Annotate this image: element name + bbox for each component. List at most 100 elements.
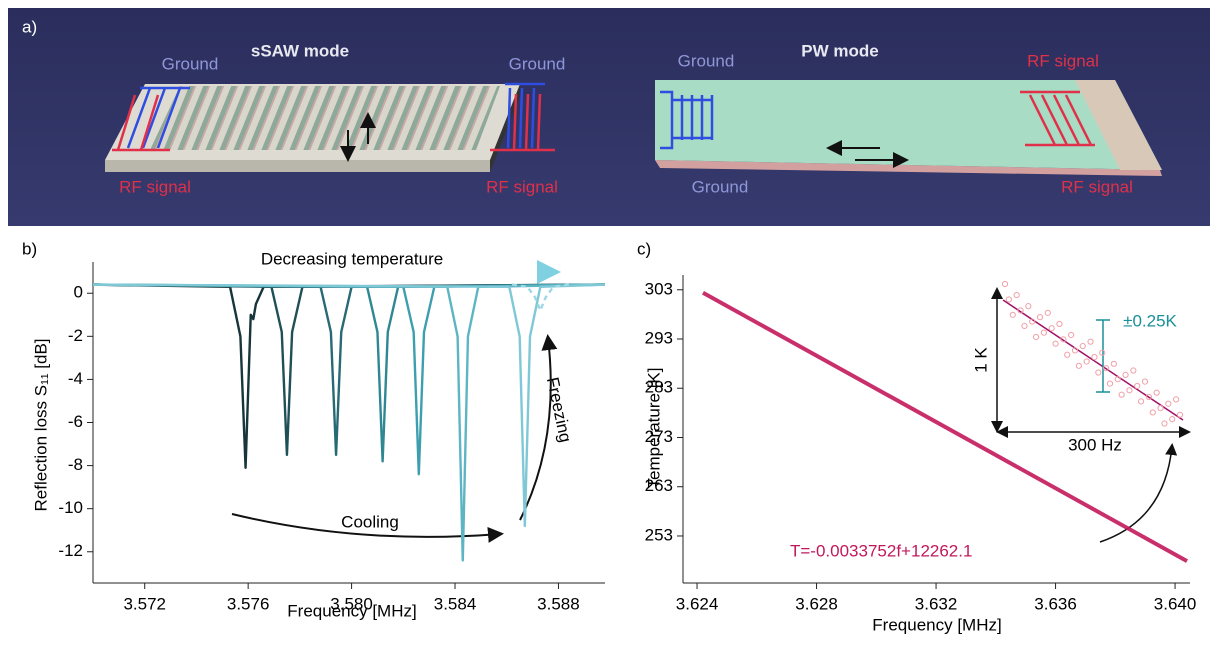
inset-point <box>1075 362 1082 369</box>
x-tick-label: 3.624 <box>676 594 719 613</box>
y-tick-label: 263 <box>645 476 673 495</box>
y-tick-label: -2 <box>68 326 83 345</box>
slab-bevel <box>1075 80 1162 170</box>
x-tick-label: 3.632 <box>915 594 958 613</box>
signal-electrode <box>1020 90 1095 147</box>
inset-point <box>1021 322 1028 330</box>
inset-fit-line <box>1002 299 1184 421</box>
y-tick-label: -4 <box>68 369 83 388</box>
inset-point <box>1153 389 1160 396</box>
signal-label: RF signal <box>1061 177 1133 196</box>
inset-point <box>1087 338 1094 345</box>
inset-point <box>1145 393 1152 401</box>
inset: 1 K 300 Hz ±0.25K <box>971 280 1191 454</box>
fit-equation: T=-0.0033752f+12262.1 <box>790 541 972 560</box>
panel-label: a) <box>22 17 37 36</box>
y-tick-label: 273 <box>645 427 673 446</box>
inset-point <box>1157 404 1164 412</box>
inset-point <box>1165 400 1172 407</box>
error-bar <box>1096 319 1110 393</box>
x-axis-title: Frequency [MHz] <box>872 615 1001 634</box>
standing-wave <box>150 86 500 150</box>
inset-point <box>1083 358 1090 365</box>
y-tick-label: -8 <box>68 455 83 474</box>
signal-label: RF signal <box>486 177 558 196</box>
inset-point <box>1106 380 1114 387</box>
ground-electrode <box>660 90 714 150</box>
inset-point <box>1114 376 1121 383</box>
inset-x-label: 300 Hz <box>1068 435 1122 454</box>
panel-label: b) <box>22 239 37 258</box>
series-line <box>92 283 606 528</box>
signal-label: RF signal <box>1027 51 1099 70</box>
series-line <box>92 283 606 469</box>
slab-top <box>655 80 1162 170</box>
y-tick-label: 293 <box>645 328 673 347</box>
x-tick-label: 3.584 <box>434 594 477 613</box>
y-tick-label: -10 <box>58 498 83 517</box>
ground-label: Ground <box>678 51 735 70</box>
x-tick-label: 3.636 <box>1034 594 1077 613</box>
inset-point <box>1091 354 1098 361</box>
y-axis-title: Reflection loss S₁₁ [dB] <box>31 338 50 511</box>
inset-point <box>1176 411 1184 418</box>
y-tick-label: -12 <box>58 541 83 560</box>
inset-point <box>1118 391 1125 398</box>
inset-point <box>1122 371 1129 378</box>
x-tick-label: 3.576 <box>227 594 270 613</box>
slab-front <box>105 160 490 172</box>
inset-point <box>1099 349 1106 356</box>
x-tick-label: 3.572 <box>123 594 166 613</box>
inset-point <box>1169 416 1176 423</box>
inset-point <box>1068 331 1075 339</box>
inset-point <box>1071 347 1079 354</box>
panel-a: a) sSAW mode PW mode Ground Ground RF si… <box>8 8 1210 226</box>
ground-label: Ground <box>162 54 219 73</box>
inset-point <box>1141 378 1149 385</box>
inset-point <box>1064 351 1071 358</box>
inset-point <box>1052 340 1059 347</box>
inset-point <box>1134 382 1141 390</box>
inset-point <box>1013 291 1020 299</box>
y-tick-label: 0 <box>74 283 83 302</box>
ground-label: Ground <box>509 54 566 73</box>
inset-y-label: 1 K <box>971 347 990 373</box>
freezing-arrow <box>519 334 558 521</box>
x-tick-label: 3.580 <box>330 594 373 613</box>
annotation: Cooling <box>341 512 399 531</box>
signal-electrode <box>112 93 555 152</box>
y-tick-label: -6 <box>68 412 83 431</box>
inset-point <box>1044 309 1051 316</box>
inset-point <box>1079 342 1086 350</box>
ground-label: Ground <box>692 177 749 196</box>
mode-title: PW mode <box>801 41 878 60</box>
slab-front <box>655 160 1162 176</box>
inset-point <box>1025 303 1032 310</box>
panel-label: c) <box>637 239 651 258</box>
inset-point <box>1138 398 1145 405</box>
inset-point <box>1173 396 1180 403</box>
inset-point <box>1017 307 1024 314</box>
inset-point <box>1029 318 1036 325</box>
series-line <box>702 290 1188 563</box>
inset-point <box>1095 369 1102 376</box>
inset-point <box>1048 325 1055 332</box>
zoom-arrow <box>1099 443 1178 543</box>
x-tick-label: 3.640 <box>1154 594 1197 613</box>
y-axis-title: Temperature [K] <box>644 368 663 489</box>
inset-point <box>1103 365 1110 372</box>
inset-point <box>1110 360 1117 367</box>
inset-point <box>1033 333 1040 341</box>
inset-point <box>1060 336 1067 343</box>
inset-point <box>1001 280 1009 288</box>
x-tick-label: 3.628 <box>795 594 838 613</box>
inset-point <box>1149 409 1156 416</box>
x-axis-title: Frequency [MHz] <box>287 601 416 620</box>
mode-title: sSAW mode <box>251 41 349 60</box>
signal-label: RF signal <box>119 177 191 196</box>
y-tick-label: 253 <box>645 525 673 544</box>
inset-point <box>1161 420 1168 427</box>
inset-point <box>1005 296 1012 303</box>
